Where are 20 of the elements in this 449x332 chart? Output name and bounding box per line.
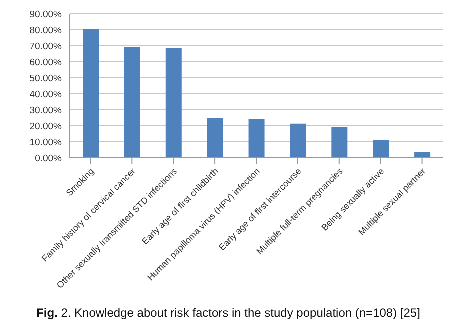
bar [124,46,140,158]
y-tick-label: 60.00% [30,57,63,68]
bar [290,124,306,158]
y-tick-label: 80.00% [30,25,63,36]
y-tick-label: 30.00% [30,105,63,116]
text: Fig. 2. Knowledge about risk factors in the study population (n=108) [25] [36,306,422,320]
y-tick-label: 10.00% [30,137,63,148]
y-tick-label: 70.00% [30,41,63,52]
bar [207,118,224,158]
bar [373,140,390,158]
y-tick-label: 40.00% [30,89,63,100]
y-tick-label: 0.00% [35,153,63,164]
bar [248,119,265,158]
y-tick-label: 20.00% [30,121,63,132]
bar [166,48,182,158]
y-tick-label: 90.00% [30,9,63,20]
bar [332,126,348,158]
y-tick-label: 50.00% [30,73,63,84]
bar [83,29,99,158]
bar [414,152,431,158]
